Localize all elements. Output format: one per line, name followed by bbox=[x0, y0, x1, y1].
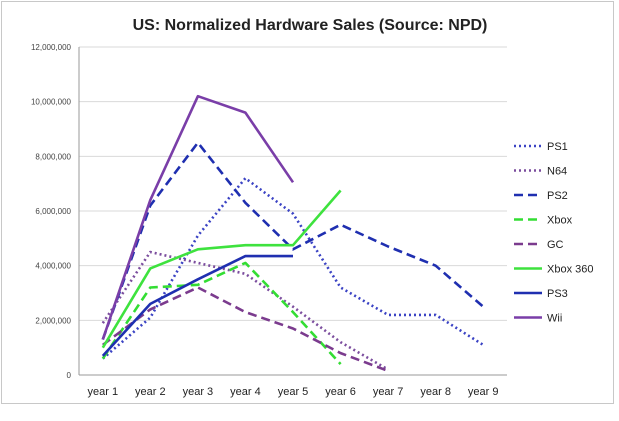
legend-label: PS1 bbox=[547, 141, 568, 153]
y-tick-label: 2,000,000 bbox=[35, 316, 71, 325]
legend-label: Xbox bbox=[547, 215, 573, 227]
chart-title: US: Normalized Hardware Sales (Source: N… bbox=[133, 17, 488, 34]
axes: 0 2,000,000 4,000,000 6,000,000 8,000,000 10,… bbox=[31, 43, 507, 398]
series-line-xbox bbox=[101, 261, 342, 365]
x-tick-label: year 4 bbox=[230, 386, 261, 398]
series-line-gc bbox=[102, 286, 389, 373]
legend-label: PS3 bbox=[547, 288, 568, 300]
series-lines bbox=[101, 94, 485, 373]
y-tick-label: 6,000,000 bbox=[35, 207, 71, 216]
x-tick-label: year 6 bbox=[325, 386, 356, 398]
y-tick-label: 4,000,000 bbox=[35, 262, 71, 271]
y-tick-label: 10,000,000 bbox=[31, 98, 72, 107]
legend-label: GC bbox=[547, 239, 564, 251]
x-tick-label: year 5 bbox=[278, 386, 309, 398]
x-tick-label: year 7 bbox=[373, 386, 404, 398]
legend: PS1 N64 PS2 Xbox GC Xbox 360 PS3 Wii bbox=[514, 141, 593, 325]
legend-label: Wii bbox=[547, 313, 562, 325]
series-line-xbox-360 bbox=[101, 189, 342, 349]
gridlines bbox=[79, 46, 507, 321]
y-tick-label: 8,000,000 bbox=[35, 152, 71, 161]
series-line-ps1 bbox=[101, 176, 484, 360]
series-line-ps2 bbox=[101, 141, 485, 340]
series-line-ps3 bbox=[101, 254, 293, 357]
series-line-n64 bbox=[101, 250, 389, 371]
chart: US: Normalized Hardware Sales (Source: N… bbox=[31, 17, 594, 398]
x-tick-label: year 8 bbox=[420, 386, 451, 398]
legend-label: PS2 bbox=[547, 190, 568, 202]
y-tick-label: 0 bbox=[67, 371, 72, 380]
series-line-wii bbox=[101, 94, 295, 340]
x-tick-label: year 1 bbox=[87, 386, 118, 398]
x-tick-label: year 9 bbox=[468, 386, 499, 398]
legend-label: Xbox 360 bbox=[547, 264, 593, 276]
y-tick-label: 12,000,000 bbox=[31, 43, 72, 52]
x-tick-label: year 2 bbox=[135, 386, 166, 398]
x-tick-label: year 3 bbox=[183, 386, 214, 398]
legend-label: N64 bbox=[547, 166, 567, 178]
chart-frame: US: Normalized Hardware Sales (Source: N… bbox=[1, 1, 614, 404]
